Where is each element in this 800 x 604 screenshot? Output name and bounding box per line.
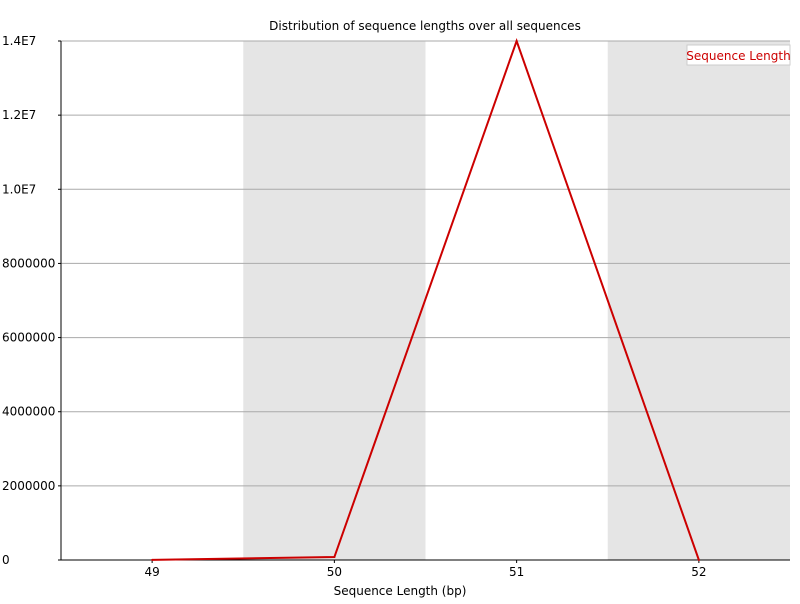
legend-box (686, 44, 791, 66)
y-tick-label-0: 0 (2, 553, 10, 567)
series-line-0 (152, 37, 700, 561)
x-tick-label-49: 49 (144, 565, 159, 579)
x-tick-label-50: 50 (327, 565, 342, 579)
chart-title: Distribution of sequence lengths over al… (269, 19, 581, 33)
data-point-51 (515, 40, 518, 42)
y-tick-label-6: 1.2E7 (2, 108, 36, 122)
x-tick-label-52: 52 (691, 565, 706, 579)
x-axis-label: Sequence Length (bp) (334, 584, 467, 598)
band-50 (243, 41, 426, 560)
series-layer (151, 37, 700, 561)
data-point-50 (333, 556, 336, 559)
y-tick-label-1: 2000000 (2, 479, 55, 493)
band-52 (607, 41, 790, 560)
alternating-bands (243, 41, 790, 560)
y-tick-label-7: 1.4E7 (2, 34, 36, 48)
legend-entry-sequence-length: Sequence Length (686, 49, 790, 63)
data-point-52 (697, 559, 700, 561)
y-tick-label-3: 6000000 (2, 331, 55, 345)
y-tick-label-2: 4000000 (2, 405, 55, 419)
y-tick-label-4: 8000000 (2, 256, 55, 270)
data-point-49 (151, 558, 154, 561)
y-tick-label-5: 1.0E7 (2, 182, 36, 196)
y-axis-ticks: 0 2000000 4000000 6000000 8000000 1.0E7 1.2E7 1… (2, 34, 61, 567)
x-axis-ticks: 49 50 51 52 (144, 560, 707, 579)
x-tick-label-51: 51 (509, 565, 524, 579)
legend: Sequence Length (686, 44, 791, 66)
gridlines (61, 40, 790, 487)
